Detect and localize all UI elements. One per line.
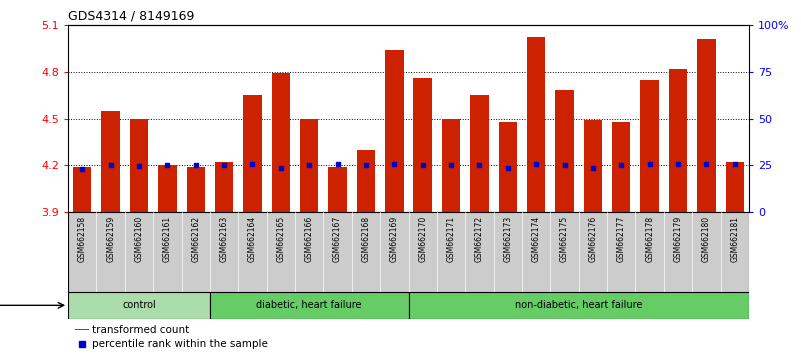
Text: GSM662180: GSM662180 — [702, 216, 710, 262]
Text: GSM662167: GSM662167 — [333, 216, 342, 262]
Text: GSM662165: GSM662165 — [276, 216, 285, 262]
Bar — [210, 292, 409, 319]
Text: GSM662175: GSM662175 — [560, 216, 569, 262]
Text: GSM662177: GSM662177 — [617, 216, 626, 262]
Bar — [612, 122, 630, 212]
Bar — [75, 329, 89, 330]
Bar — [68, 292, 210, 319]
Text: GSM662168: GSM662168 — [361, 216, 370, 262]
Bar — [300, 119, 319, 212]
Text: GSM662166: GSM662166 — [304, 216, 314, 262]
Text: control: control — [122, 300, 156, 310]
Text: GSM662172: GSM662172 — [475, 216, 484, 262]
Bar — [73, 167, 91, 212]
Bar — [68, 212, 749, 292]
Text: GSM662174: GSM662174 — [532, 216, 541, 262]
Bar — [442, 119, 461, 212]
Text: GSM662178: GSM662178 — [645, 216, 654, 262]
Text: GSM662170: GSM662170 — [418, 216, 427, 262]
Bar — [244, 95, 262, 212]
Text: GDS4314 / 8149169: GDS4314 / 8149169 — [68, 9, 195, 22]
Bar — [555, 90, 574, 212]
Text: GSM662159: GSM662159 — [107, 216, 115, 262]
Text: GSM662158: GSM662158 — [78, 216, 87, 262]
Bar — [498, 122, 517, 212]
Bar — [669, 69, 687, 212]
Text: GSM662176: GSM662176 — [589, 216, 598, 262]
Bar — [385, 50, 404, 212]
Bar — [272, 73, 290, 212]
Bar — [158, 165, 176, 212]
Text: GSM662161: GSM662161 — [163, 216, 172, 262]
Text: diabetic, heart failure: diabetic, heart failure — [256, 300, 362, 310]
Text: GSM662163: GSM662163 — [219, 216, 228, 262]
Bar — [470, 95, 489, 212]
Bar — [215, 162, 233, 212]
Bar — [130, 119, 148, 212]
Bar — [356, 150, 375, 212]
Text: GSM662171: GSM662171 — [447, 216, 456, 262]
Text: GSM662162: GSM662162 — [191, 216, 200, 262]
Text: GSM662173: GSM662173 — [503, 216, 513, 262]
Text: GSM662169: GSM662169 — [390, 216, 399, 262]
Bar — [187, 167, 205, 212]
Bar — [641, 80, 659, 212]
Text: GSM662164: GSM662164 — [248, 216, 257, 262]
Text: non-diabetic, heart failure: non-diabetic, heart failure — [515, 300, 642, 310]
Bar — [413, 78, 432, 212]
Bar — [697, 39, 715, 212]
Bar — [328, 167, 347, 212]
Text: GSM662179: GSM662179 — [674, 216, 682, 262]
Bar — [584, 120, 602, 212]
Text: transformed count: transformed count — [92, 325, 189, 335]
Text: GSM662160: GSM662160 — [135, 216, 143, 262]
Text: percentile rank within the sample: percentile rank within the sample — [92, 339, 268, 349]
Bar — [102, 111, 120, 212]
Text: GSM662181: GSM662181 — [731, 216, 739, 262]
Bar — [409, 292, 749, 319]
Bar — [726, 162, 744, 212]
Bar — [527, 37, 545, 212]
